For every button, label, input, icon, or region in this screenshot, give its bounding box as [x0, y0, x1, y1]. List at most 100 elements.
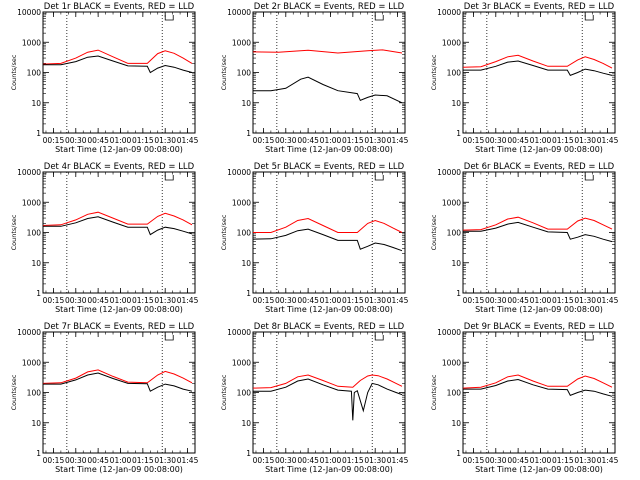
y-axis-label: Counts/sec	[220, 214, 228, 250]
x-axis-label: Start Time (12-Jan-09 00:08:00)	[475, 465, 603, 474]
x-tick-label: 00:15	[43, 136, 65, 145]
x-axis-label: Start Time (12-Jan-09 00:08:00)	[265, 465, 393, 474]
chart-title: Det 9r BLACK = Events, RED = LLD	[464, 322, 615, 332]
x-tick-label: 01:30	[574, 456, 596, 465]
chart-panel-2: Det 2r BLACK = Events, RED = LLD 1 10 100 10…	[220, 2, 409, 154]
x-tick-label: 01:00	[320, 296, 342, 305]
flag-bracket	[584, 335, 594, 341]
y-tick-label: 10000	[437, 168, 461, 177]
events-series-line	[463, 221, 613, 243]
y-tick-label: 1	[246, 129, 251, 138]
y-tick-label: 100	[237, 69, 252, 78]
y-axis-label: Counts/sec	[220, 54, 228, 90]
events-series-line	[463, 378, 613, 397]
x-tick-label: 01:30	[154, 136, 176, 145]
x-tick-label: 00:45	[87, 296, 109, 305]
y-tick-label: 10	[241, 259, 251, 268]
x-tick-label: 00:45	[507, 136, 529, 145]
x-tick-label: 01:15	[552, 296, 574, 305]
events-series-line	[43, 372, 193, 392]
chart-title: Det 7r BLACK = Events, RED = LLD	[44, 322, 195, 332]
flag-bracket	[374, 15, 384, 21]
y-tick-label: 10	[241, 99, 251, 108]
y-axis-label: Counts/sec	[430, 54, 438, 90]
y-tick-label: 10	[31, 419, 41, 428]
y-tick-label: 100	[237, 229, 252, 238]
events-series-line	[43, 55, 193, 74]
x-tick-label: 00:45	[507, 296, 529, 305]
y-tick-label: 10	[451, 99, 461, 108]
chart-panel-8: Det 8r BLACK = Events, RED = LLD 1 10 100 10…	[220, 322, 409, 474]
y-axis-label: Counts/sec	[220, 374, 228, 410]
chart-title: Det 8r BLACK = Events, RED = LLD	[254, 322, 405, 332]
flag-bracket	[374, 175, 384, 181]
x-tick-label: 00:15	[463, 456, 485, 465]
y-tick-label: 100	[237, 389, 252, 398]
plot-frame	[462, 331, 616, 454]
x-tick-label: 01:15	[132, 456, 154, 465]
events-series-line	[463, 60, 613, 77]
y-tick-label: 1000	[232, 38, 251, 47]
chart-panel-5: Det 5r BLACK = Events, RED = LLD 1 10 100 10…	[220, 162, 409, 314]
x-tick-label: 01:00	[110, 136, 132, 145]
x-tick-label: 01:00	[110, 456, 132, 465]
y-tick-label: 1000	[442, 358, 461, 367]
y-tick-label: 10	[241, 419, 251, 428]
x-tick-label: 01:15	[132, 296, 154, 305]
x-tick-label: 01:00	[320, 136, 342, 145]
y-tick-label: 100	[447, 69, 462, 78]
events-series-line	[43, 216, 193, 236]
y-tick-label: 10	[31, 99, 41, 108]
x-tick-label: 00:30	[65, 136, 87, 145]
x-tick-label: 00:30	[275, 456, 297, 465]
x-tick-label: 01:45	[177, 456, 199, 465]
flag-bracket	[374, 335, 384, 341]
flag-bracket	[164, 15, 174, 21]
lld-series-line	[252, 374, 403, 389]
chart-title: Det 5r BLACK = Events, RED = LLD	[254, 162, 405, 172]
x-tick-label: 00:45	[507, 456, 529, 465]
lld-series-line	[252, 49, 403, 54]
x-tick-label: 01:00	[320, 456, 342, 465]
x-tick-label: 00:30	[65, 296, 87, 305]
x-tick-label: 01:45	[387, 136, 409, 145]
chart-panel-4: Det 4r BLACK = Events, RED = LLD 1 10 100 10…	[10, 162, 199, 314]
y-tick-label: 100	[27, 69, 42, 78]
y-tick-label: 1	[36, 449, 41, 458]
plot-frame	[252, 171, 406, 294]
x-tick-label: 01:15	[342, 136, 364, 145]
y-axis-label: Counts/sec	[10, 54, 18, 90]
y-tick-label: 10000	[17, 8, 41, 17]
chart-title: Det 2r BLACK = Events, RED = LLD	[254, 2, 405, 12]
x-tick-label: 01:45	[387, 456, 409, 465]
y-tick-label: 1	[246, 449, 251, 458]
x-axis-label: Start Time (12-Jan-09 00:08:00)	[55, 465, 183, 474]
x-axis-label: Start Time (12-Jan-09 00:08:00)	[55, 305, 183, 314]
x-tick-label: 00:30	[485, 136, 507, 145]
lld-series-line	[253, 217, 403, 233]
y-tick-label: 10000	[17, 328, 41, 337]
x-tick-label: 00:15	[463, 136, 485, 145]
y-tick-label: 1000	[232, 358, 251, 367]
flag-bracket	[164, 335, 174, 341]
y-tick-label: 10	[31, 259, 41, 268]
y-tick-label: 1000	[442, 38, 461, 47]
x-axis-label: Start Time (12-Jan-09 00:08:00)	[55, 145, 183, 154]
x-tick-label: 00:45	[87, 136, 109, 145]
x-tick-label: 01:15	[342, 296, 364, 305]
x-tick-label: 00:45	[297, 136, 319, 145]
chart-panel-1: Det 1r BLACK = Events, RED = LLD 1 10 100 10…	[10, 2, 199, 154]
y-tick-label: 1	[36, 129, 41, 138]
y-tick-label: 1	[456, 289, 461, 298]
y-tick-label: 1000	[232, 198, 251, 207]
y-tick-label: 1	[456, 129, 461, 138]
x-tick-label: 00:45	[297, 456, 319, 465]
x-tick-label: 00:15	[43, 296, 65, 305]
y-tick-label: 100	[447, 229, 462, 238]
y-tick-label: 10	[451, 419, 461, 428]
y-axis-label: Counts/sec	[430, 214, 438, 250]
plot-frame	[42, 11, 196, 134]
plot-frame	[42, 171, 196, 294]
plot-frame	[252, 331, 406, 454]
